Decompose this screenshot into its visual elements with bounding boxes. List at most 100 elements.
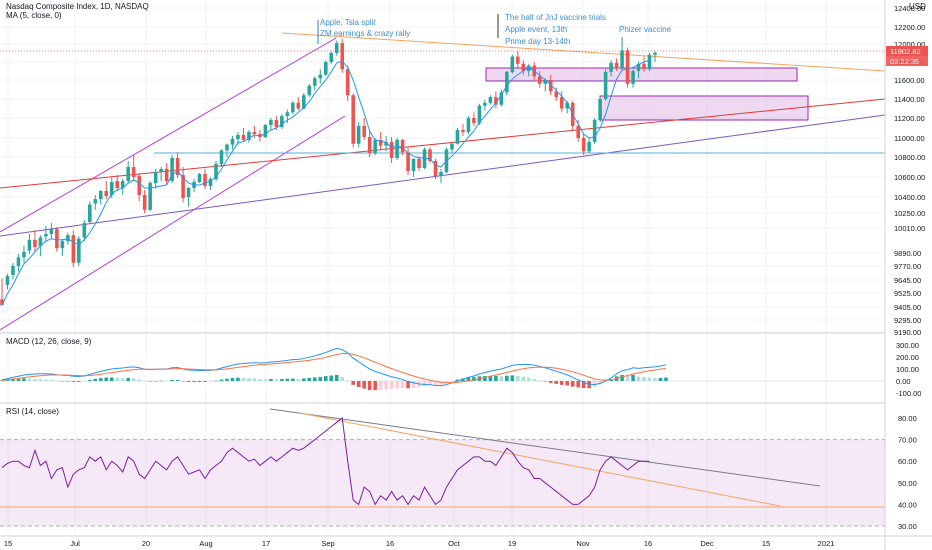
candle-body [395,139,399,158]
candle-body [104,191,109,196]
macd-histogram-bar [225,378,229,381]
macd-histogram-bar [170,379,174,381]
candle-body [433,161,438,176]
macd-histogram-bar [450,381,454,382]
macd-pane [0,347,885,391]
macd-histogram-bar [378,381,383,390]
macd-histogram-bar [142,381,147,382]
macd-histogram-bar [11,379,15,381]
macd-label: MACD (12, 26, close, 9) [6,337,92,346]
macd-histogram-bar [16,378,21,381]
candle-body [230,138,235,145]
price-tick-label: 9295.00 [894,316,921,325]
macd-histogram-bar [592,381,597,387]
price-tick-label: 10600.00 [894,173,925,182]
macd-histogram-bar [60,381,65,382]
candle-body [175,158,180,175]
candle-body [82,223,87,238]
macd-histogram-bar [302,378,306,381]
channel-lower [0,115,346,331]
candle-body [148,183,152,210]
macd-histogram-bar [230,378,235,381]
macd-histogram-bar [345,380,350,381]
candle-body [263,125,268,137]
annotation-apple-event: Apple event, 13th [505,25,567,34]
macd-histogram-bar [598,381,602,385]
macd-tick-label: 100.00 [896,365,919,374]
macd-histogram-bar [642,377,646,381]
candle-body [642,63,646,70]
candle-body [450,143,454,150]
macd-histogram-bar [181,381,185,382]
candle-body [164,169,169,181]
macd-histogram-bar [153,381,158,382]
candle-body [543,80,548,84]
price-tick-label: 9525.00 [894,289,921,298]
candle-body [186,188,191,197]
candle-body [422,149,427,168]
currency-label: USD [909,2,926,11]
candle-body [109,182,114,195]
candle-body [126,167,130,181]
grid [0,0,885,536]
macd-histogram-bar [258,379,262,381]
macd-histogram-bar [581,381,586,388]
candle-body [0,299,4,306]
price-tick-label: 9405.00 [894,303,921,312]
candle-body [27,239,32,251]
candle-body [302,95,306,109]
macd-histogram-bar [247,378,251,381]
macd-histogram-bar [296,378,301,381]
candle-body [208,179,213,186]
macd-histogram-bar [483,376,487,381]
macd-histogram-bar [461,378,465,381]
candle-body [477,105,482,123]
macd-tick-label: 200.00 [896,353,919,362]
candle-body [505,71,509,93]
macd-histogram-bar [49,380,54,381]
macd-histogram-bar [93,378,98,381]
ma-line [1,59,650,306]
macd-histogram-bar [559,381,564,385]
price-tick-label: 10400.00 [894,193,925,202]
candle-body [581,138,586,152]
candle-body [131,167,136,177]
candle-body [609,62,613,72]
macd-histogram-bar [433,381,438,386]
candle-body [159,169,163,172]
rsi-tick-label: 50.00 [898,479,917,488]
candle-body [120,181,125,188]
candle-body [653,52,657,55]
candle-body [614,62,619,69]
macd-histogram-bar [71,381,76,382]
macd-histogram-bar [131,378,136,381]
candle-body [269,120,273,125]
macd-histogram-bar [88,379,92,381]
macd-histogram-bar [625,375,630,381]
macd-histogram-bar [66,381,70,382]
candle-body [636,63,641,71]
price-tick-label: 11000.00 [894,134,925,143]
macd-histogram-bar [428,381,432,386]
price-tick-label: 12000.00 [894,40,925,49]
macd-histogram-bar [505,375,509,381]
macd-histogram-bar [269,379,273,381]
price-tick-label: 10800.00 [894,153,925,162]
price-tick-label: 11200.00 [894,114,925,123]
price-tick-label: 12200.00 [894,23,925,32]
rsi-tick-label: 80.00 [898,414,917,423]
macd-histogram-bar [236,377,240,381]
macd-histogram-bar [104,377,109,381]
macd-tick-label: -100.00 [896,389,921,398]
time-tick-label: Aug [199,539,212,548]
macd-histogram-bar [55,380,59,382]
macd-histogram-bar [115,377,120,381]
candle-body [537,76,542,84]
macd-histogram-bar [148,381,152,382]
time-tick-label: Sep [321,539,334,548]
rsi-trend-gray [269,408,821,487]
macd-histogram-bar [351,381,355,385]
candle-body [389,141,394,158]
candle-body [312,78,317,86]
